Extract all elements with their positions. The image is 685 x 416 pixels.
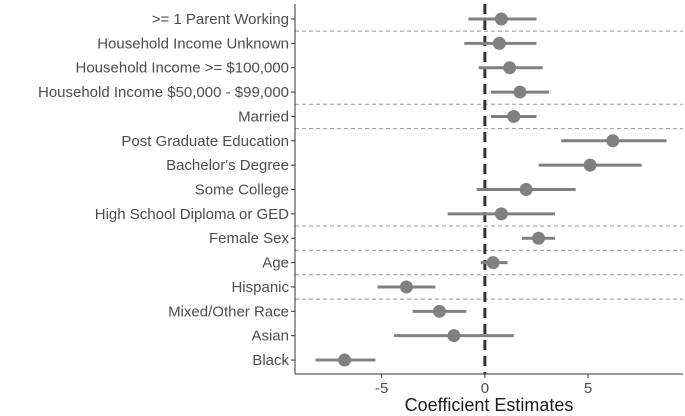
y-tick-label: Bachelor's Degree xyxy=(166,157,289,174)
x-tick-label: -5 xyxy=(375,380,388,397)
y-tick-label: Mixed/Other Race xyxy=(168,303,289,320)
y-tick-label: Female Sex xyxy=(209,230,290,247)
x-tick-label: 0 xyxy=(481,380,489,397)
coefficient-point xyxy=(503,61,517,75)
y-tick-label: Married xyxy=(238,108,289,125)
coefficient-point xyxy=(532,231,546,245)
coefficient-point xyxy=(606,134,620,148)
x-tick-label: 5 xyxy=(584,380,592,397)
y-tick-label: Some College xyxy=(195,182,289,199)
group-separators xyxy=(295,30,683,300)
y-tick-label: High School Diploma or GED xyxy=(95,206,289,223)
coefficient-point xyxy=(583,158,597,172)
y-tick-label: Household Income >= $100,000 xyxy=(76,60,290,77)
coefficient-point xyxy=(432,304,446,318)
y-axis-labels: >= 1 Parent Working Household Income Unkn… xyxy=(38,11,295,369)
coefficient-point xyxy=(494,207,508,221)
coefficient-point xyxy=(519,183,533,197)
x-axis: -5 0 5 xyxy=(294,4,683,397)
y-tick-label: Asian xyxy=(251,328,289,345)
coefficient-point xyxy=(486,256,500,270)
y-tick-label: Household Income $50,000 - $99,000 xyxy=(38,84,289,101)
x-axis-title: Coefficient Estimates xyxy=(405,395,574,415)
coefficient-point xyxy=(513,85,527,99)
coefficient-point xyxy=(492,36,506,50)
y-tick-label: Black xyxy=(252,352,289,369)
coefficient-marks xyxy=(315,12,667,367)
coefficient-point xyxy=(507,109,521,123)
y-tick-label: Hispanic xyxy=(231,279,289,296)
coefficient-point xyxy=(447,329,461,343)
y-tick-label: >= 1 Parent Working xyxy=(152,11,289,28)
coefficient-point xyxy=(399,280,413,294)
y-tick-label: Age xyxy=(262,255,289,272)
y-tick-label: Post Graduate Education xyxy=(121,133,289,150)
y-tick-label: Household Income Unknown xyxy=(97,35,289,52)
coefficient-point xyxy=(494,12,508,26)
coefficient-point xyxy=(338,353,352,367)
